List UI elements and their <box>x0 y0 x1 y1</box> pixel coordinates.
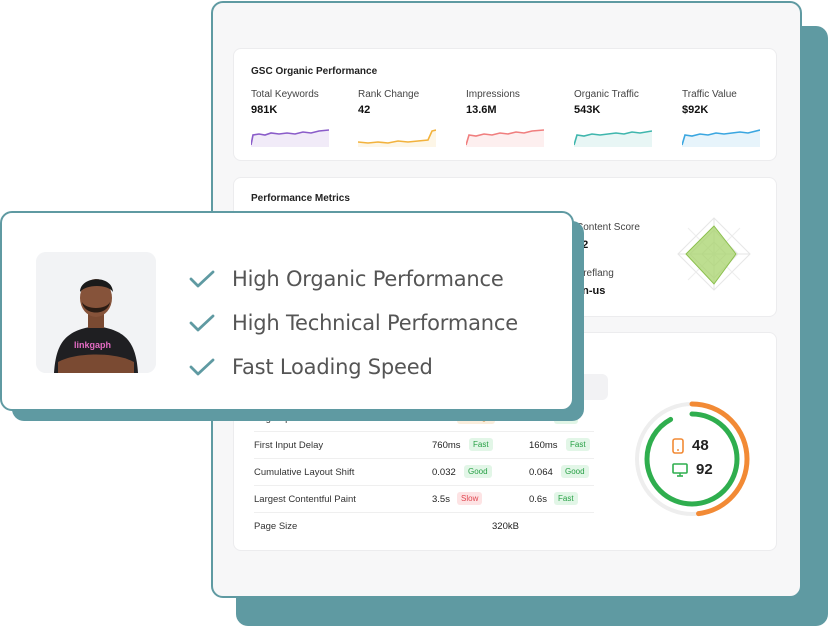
checkmark-icon <box>189 270 215 288</box>
row-page-size-value: 320kB <box>492 521 519 532</box>
list-item: High Technical Performance <box>188 301 518 345</box>
mobile-score-value: 48 <box>692 437 709 454</box>
desktop-score: 92 <box>672 461 713 478</box>
metric-value: 543K <box>574 104 601 116</box>
score-gauge <box>634 401 750 517</box>
sparkline-total-keywords <box>251 129 329 147</box>
metric-label: Traffic Value <box>682 89 737 100</box>
status-badge: Good <box>464 465 492 478</box>
row-desktop-value: 0.6s <box>529 494 547 505</box>
row-label: Cumulative Layout Shift <box>254 467 355 478</box>
row-label: Largest Contentful Paint <box>254 494 356 505</box>
metric-traffic-value[interactable]: Traffic Value $92K <box>682 89 782 147</box>
status-badge: Fast <box>566 438 590 451</box>
row-label: Page Size <box>254 521 298 532</box>
radar-chart <box>677 217 751 291</box>
avatar: linkgaph <box>36 252 156 373</box>
highlight-text: High Technical Performance <box>232 311 518 335</box>
metric-value: 42 <box>358 104 371 116</box>
status-badge: Good <box>561 465 589 478</box>
checkmark-icon <box>189 314 215 332</box>
metric-value: 981K <box>251 104 278 116</box>
table-row: First Input Delay 760ms Fast 160ms Fast <box>254 432 594 459</box>
list-item: Fast Loading Speed <box>188 345 518 389</box>
highlights-card: linkgaph High Organic Performance High T… <box>0 211 574 411</box>
row-desktop-value: 160ms <box>529 440 558 451</box>
status-badge: Fast <box>554 492 578 505</box>
content-score: Content Score 92 <box>576 222 640 251</box>
table-row: Cumulative Layout Shift 0.032 Good 0.064… <box>254 459 594 486</box>
row-desktop-value: 0.064 <box>529 467 553 478</box>
checkmark-icon <box>189 358 215 376</box>
metric-value: $92K <box>682 104 709 116</box>
highlight-text: Fast Loading Speed <box>232 355 433 379</box>
status-badge: Slow <box>457 492 483 505</box>
mobile-score: 48 <box>672 437 709 454</box>
metric-total-keywords[interactable]: Total Keywords 981K <box>251 89 351 147</box>
metric-label: Total Keywords <box>251 89 319 100</box>
row-mobile-value: 0.032 <box>432 467 456 478</box>
highlights-list: High Organic Performance High Technical … <box>188 257 518 389</box>
row-label: First Input Delay <box>254 440 324 451</box>
row-mobile-value: 760ms <box>432 440 461 451</box>
sparkline-organic-traffic <box>574 130 652 147</box>
shirt-logo-text: linkgaph <box>74 340 112 350</box>
content-score-value: 92 <box>576 239 640 251</box>
status-badge: Fast <box>469 438 493 451</box>
metric-impressions[interactable]: Impressions 13.6M <box>466 89 566 147</box>
metric-label: Organic Traffic <box>574 89 639 100</box>
metric-value: 13.6M <box>466 104 497 116</box>
table-row: Page Size 320kB <box>254 513 594 540</box>
desktop-monitor-icon <box>672 462 688 477</box>
mobile-phone-icon <box>672 437 684 454</box>
sparkline-rank-change <box>358 129 436 147</box>
sparkline-traffic-value <box>682 129 760 147</box>
table-row: Largest Contentful Paint 3.5s Slow 0.6s … <box>254 486 594 513</box>
person-photo <box>36 252 156 373</box>
row-mobile-value: 3.5s <box>432 494 450 505</box>
metric-label: Impressions <box>466 89 520 100</box>
list-item: High Organic Performance <box>188 257 518 301</box>
gsc-panel: GSC Organic Performance Total Keywords 9… <box>233 48 777 161</box>
content-score-label: Content Score <box>576 222 640 233</box>
metric-rank-change[interactable]: Rank Change 42 <box>358 89 458 147</box>
performance-title: Performance Metrics <box>251 193 350 204</box>
sparkline-impressions <box>466 129 544 147</box>
gsc-title: GSC Organic Performance <box>251 66 378 77</box>
highlight-text: High Organic Performance <box>232 267 504 291</box>
hreflang-label: Hreflang <box>576 268 614 279</box>
metric-organic-traffic[interactable]: Organic Traffic 543K <box>574 89 674 147</box>
metric-label: Rank Change <box>358 89 420 100</box>
desktop-score-value: 92 <box>696 461 713 478</box>
